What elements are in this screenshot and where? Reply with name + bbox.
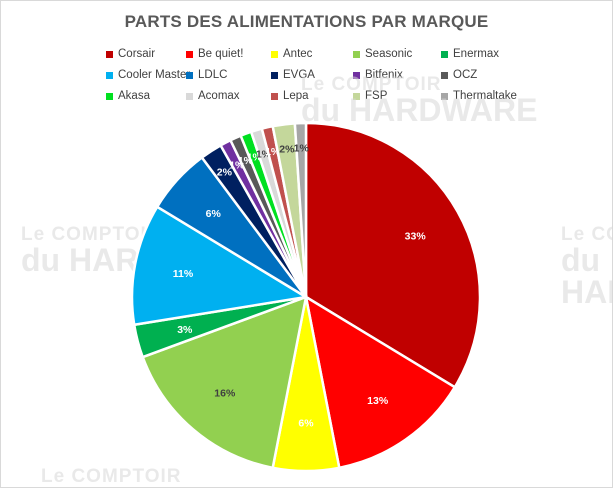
legend-label: Antec	[283, 48, 313, 60]
legend-swatch	[441, 92, 448, 100]
legend-item: Be quiet!	[186, 48, 243, 60]
legend-label: LDLC	[198, 69, 228, 81]
legend-item: Cooler Master	[106, 69, 190, 81]
legend-label: Be quiet!	[198, 48, 244, 60]
slice-label: 2%	[279, 144, 295, 156]
legend-item: Bitfenix	[353, 69, 403, 81]
chart-title: PARTS DES ALIMENTATIONS PAR MARQUE	[124, 12, 489, 31]
legend-item: Enermax	[441, 48, 499, 60]
legend-item: FSP	[353, 90, 387, 102]
legend-label: Akasa	[118, 90, 150, 102]
pie-slice	[130, 205, 310, 327]
legend-swatch	[271, 92, 278, 100]
legend-item: Acomax	[186, 90, 240, 102]
legend-item: Antec	[271, 48, 312, 60]
pie-slice	[304, 294, 457, 470]
legend-swatch	[271, 71, 278, 79]
slice-label: 33%	[405, 231, 427, 243]
pie-slice	[304, 121, 482, 389]
legend-label: Corsair	[118, 48, 156, 60]
slice-label: 3%	[177, 324, 193, 336]
legend-swatch	[186, 71, 193, 79]
legend-label: FSP	[365, 90, 388, 102]
legend-label: Bitfenix	[365, 69, 403, 81]
legend-label: Thermaltake	[453, 90, 517, 102]
legend-swatch	[186, 50, 193, 58]
legend-swatch	[271, 50, 278, 58]
legend: Corsair Be quiet! Antec Seasonic Enermax Cool…	[1, 48, 612, 118]
slice-label: 13%	[367, 395, 389, 407]
pie-slice	[141, 295, 308, 470]
legend-swatch	[106, 71, 113, 79]
legend-swatch	[353, 50, 360, 58]
legend-label: Acomax	[198, 90, 240, 102]
legend-swatch	[106, 92, 113, 100]
legend-label: Cooler Master	[118, 69, 191, 81]
legend-label: Seasonic	[365, 48, 413, 60]
slice-label: 6%	[298, 417, 314, 429]
legend-label: OCZ	[453, 69, 478, 81]
legend-swatch	[441, 71, 448, 79]
legend-item: Corsair	[106, 48, 155, 60]
legend-item: OCZ	[441, 69, 477, 81]
slice-label: 1%	[294, 142, 310, 154]
slice-label: 2%	[217, 167, 233, 179]
legend-item: Lepa	[271, 90, 309, 102]
legend-item: Akasa	[106, 90, 150, 102]
legend-label: Enermax	[453, 48, 500, 60]
legend-item: Thermaltake	[441, 90, 517, 102]
legend-item: Seasonic	[353, 48, 412, 60]
legend-swatch	[353, 71, 360, 79]
legend-swatch	[106, 50, 113, 58]
slice-label: 16%	[214, 387, 236, 399]
slice-label: 11%	[173, 268, 194, 280]
legend-label: EVGA	[283, 69, 315, 81]
legend-swatch	[353, 92, 360, 100]
legend-swatch	[441, 50, 448, 58]
slice-label: 6%	[206, 208, 222, 220]
pie-slice	[293, 121, 308, 298]
legend-item: EVGA	[271, 69, 315, 81]
legend-item: LDLC	[186, 69, 227, 81]
legend-label: Lepa	[283, 90, 309, 102]
legend-swatch	[186, 92, 193, 100]
